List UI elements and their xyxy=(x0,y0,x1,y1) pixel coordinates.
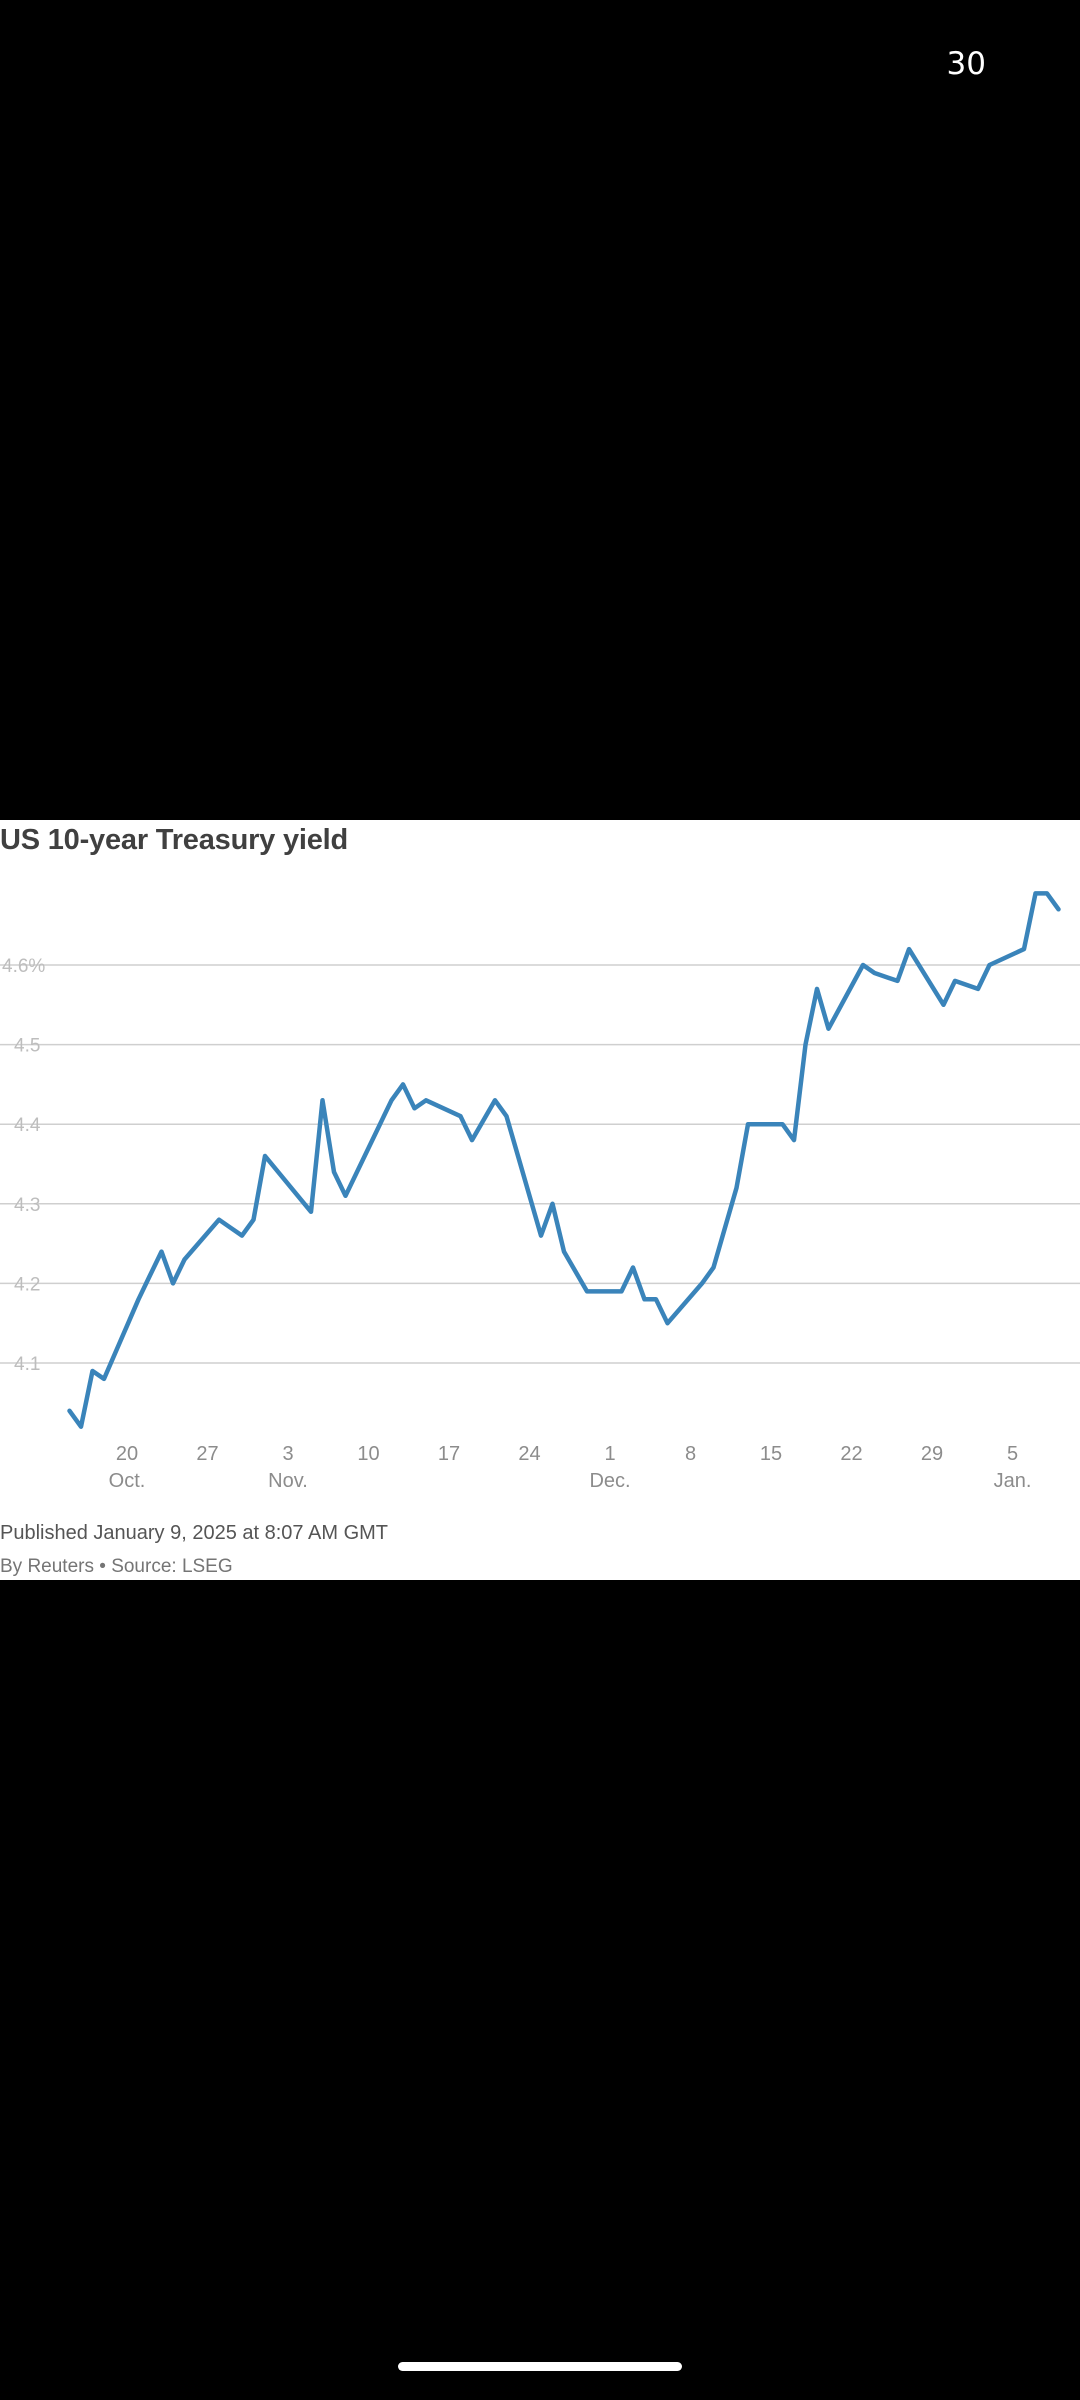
x-tick-label: 10 xyxy=(357,1443,379,1465)
y-tick-label: 4.3 xyxy=(14,1195,40,1216)
y-tick-label: 4.6% xyxy=(2,956,45,977)
page-counter: 30 xyxy=(946,46,986,82)
series-line xyxy=(67,891,1061,1429)
x-tick-label: 29 xyxy=(921,1443,943,1465)
x-tick-label: 15 xyxy=(760,1443,782,1465)
x-tick-month-label: Oct. xyxy=(109,1470,146,1492)
x-tick-label: 20 xyxy=(116,1443,138,1465)
chart-title: US 10-year Treasury yield xyxy=(0,824,349,856)
x-tick-label: 3 xyxy=(282,1443,293,1465)
published-date: Published January 9, 2025 at 8:07 AM GMT xyxy=(0,1522,388,1544)
x-tick-month-label: Dec. xyxy=(589,1470,630,1492)
source-credit: By Reuters • Source: LSEG xyxy=(0,1556,233,1577)
y-tick-label: 4.4 xyxy=(14,1115,41,1136)
x-tick-label: 8 xyxy=(685,1443,696,1465)
x-tick-label: 1 xyxy=(604,1443,615,1465)
x-tick-label: 5 xyxy=(1007,1443,1018,1465)
y-tick-label: 4.5 xyxy=(14,1036,40,1057)
x-tick-label: 27 xyxy=(196,1443,218,1465)
x-tick-label: 22 xyxy=(840,1443,862,1465)
y-tick-label: 4.1 xyxy=(14,1354,40,1375)
x-tick-month-label: Nov. xyxy=(268,1470,308,1492)
y-tick-label: 4.2 xyxy=(14,1274,40,1295)
x-tick-label: 17 xyxy=(438,1443,460,1465)
chart-card xyxy=(0,820,1080,1580)
line-chart: 4.1 4.2 4.3 4.4 4.5 4.6% 20 Oct. 27 3 Nov. 10 17 24 1… xyxy=(0,891,1080,1492)
x-tick-label: 24 xyxy=(518,1443,540,1465)
x-tick-month-label: Jan. xyxy=(994,1470,1032,1492)
home-indicator[interactable] xyxy=(398,2362,682,2371)
